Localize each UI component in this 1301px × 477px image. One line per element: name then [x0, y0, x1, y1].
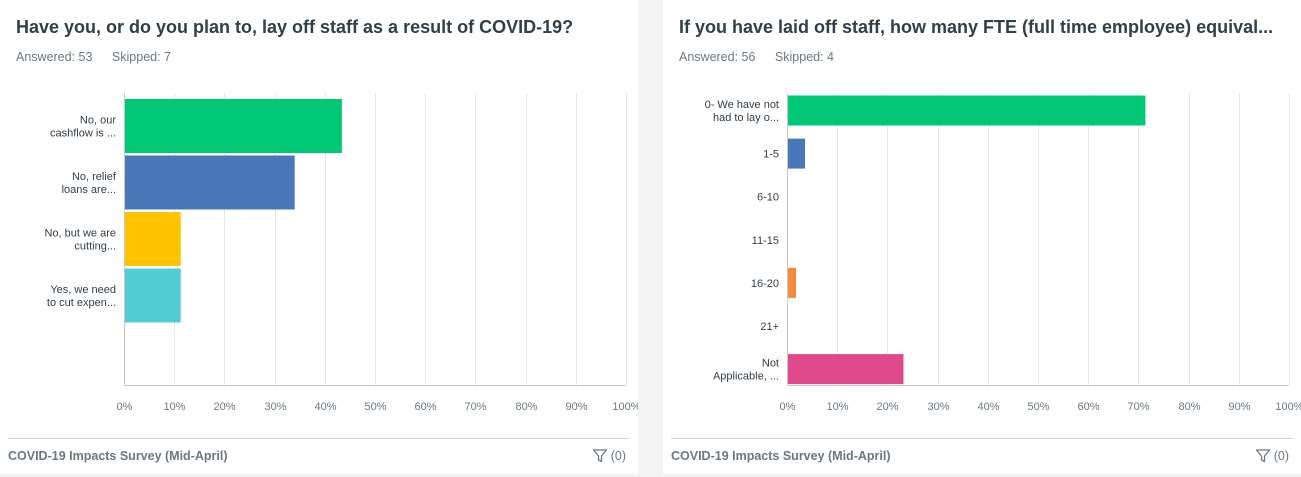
x-tick-label: 70% — [464, 401, 486, 413]
bar[interactable] — [788, 95, 1146, 126]
bar[interactable] — [788, 138, 806, 169]
category-label: loans are... — [62, 184, 116, 196]
response-stats: Answered: 53 Skipped: 7 — [16, 50, 187, 64]
x-tick-label: 40% — [314, 401, 336, 413]
category-label: 21+ — [760, 321, 779, 333]
category-label: to cut expen... — [47, 297, 116, 309]
bar[interactable] — [125, 99, 342, 153]
category-label: Applicable, ... — [713, 371, 779, 383]
category-label: No, but we are — [44, 228, 116, 240]
filter-count: (0) — [1273, 449, 1289, 463]
x-tick-label: 60% — [1077, 401, 1099, 413]
x-tick-label: 30% — [927, 401, 949, 413]
x-tick-label: 30% — [264, 401, 286, 413]
x-tick-label: 0% — [117, 401, 133, 413]
x-tick-label: 80% — [515, 401, 537, 413]
x-tick-label: 50% — [364, 401, 386, 413]
skipped-count: Skipped: 7 — [111, 50, 171, 64]
bar[interactable] — [788, 267, 797, 298]
category-label: 1-5 — [763, 149, 779, 161]
x-tick-label: 90% — [565, 401, 587, 413]
x-tick-label: 80% — [1178, 401, 1200, 413]
survey-name: COVID-19 Impacts Survey (Mid-April) — [671, 449, 891, 463]
survey-name: COVID-19 Impacts Survey (Mid-April) — [8, 449, 228, 463]
filter-funnel-icon — [592, 449, 607, 463]
category-label: No, relief — [72, 171, 117, 183]
bar[interactable] — [125, 268, 181, 323]
x-tick-label: 60% — [414, 401, 436, 413]
bar-chart-layoffs: 0% 10% 20% 30% 40% 50% 60% 70% 80% 90% 100% No, our… — [44, 93, 638, 413]
x-tick-label: 50% — [1027, 401, 1049, 413]
category-label: cutting... — [74, 241, 116, 253]
answered-count: Answered: 53 — [16, 50, 93, 64]
filter-count: (0) — [610, 449, 626, 463]
x-tick-label: 90% — [1228, 401, 1250, 413]
x-tick-label: 40% — [977, 401, 999, 413]
card-footer: COVID-19 Impacts Survey (Mid-April) (0) — [671, 438, 1293, 474]
filter-button[interactable]: (0) — [1255, 448, 1289, 464]
x-tick-label: 100% — [1275, 401, 1301, 413]
bar-chart-fte: 0% 10% 20% 30% 40% 50% 60% 70% 80% 90% 100% 0- We h… — [705, 93, 1301, 413]
chart-card-layoffs: Have you, or do you plan to, lay off sta… — [0, 0, 638, 474]
category-label: No, our — [80, 115, 116, 127]
category-label: 6-10 — [757, 192, 779, 204]
x-tick-label: 100% — [612, 401, 638, 413]
category-label: had to lay o... — [713, 112, 779, 124]
skipped-count: Skipped: 4 — [774, 50, 834, 64]
category-label: Yes, we need — [50, 284, 116, 296]
bar[interactable] — [788, 354, 904, 385]
category-label: Not — [762, 358, 779, 370]
category-label: cashflow is ... — [50, 128, 116, 140]
response-stats: Answered: 56 Skipped: 4 — [679, 50, 850, 64]
x-tick-label: 70% — [1127, 401, 1149, 413]
category-label: 11-15 — [752, 235, 779, 247]
bar[interactable] — [125, 212, 181, 266]
category-label: 0- We have not — [705, 99, 779, 111]
filter-button[interactable]: (0) — [592, 448, 626, 464]
card-footer: COVID-19 Impacts Survey (Mid-April) (0) — [8, 438, 630, 474]
chart-title: If you have laid off staff, how many FTE… — [679, 17, 1274, 37]
x-tick-label: 0% — [780, 401, 796, 413]
chart-card-fte: If you have laid off staff, how many FTE… — [663, 0, 1301, 474]
x-tick-label: 20% — [213, 401, 235, 413]
x-tick-label: 20% — [876, 401, 898, 413]
bar[interactable] — [125, 155, 295, 210]
filter-funnel-icon — [1255, 449, 1270, 463]
x-tick-label: 10% — [826, 401, 848, 413]
answered-count: Answered: 56 — [679, 50, 756, 64]
category-label: 16-20 — [751, 278, 779, 290]
x-tick-label: 10% — [163, 401, 185, 413]
chart-title: Have you, or do you plan to, lay off sta… — [16, 17, 574, 37]
